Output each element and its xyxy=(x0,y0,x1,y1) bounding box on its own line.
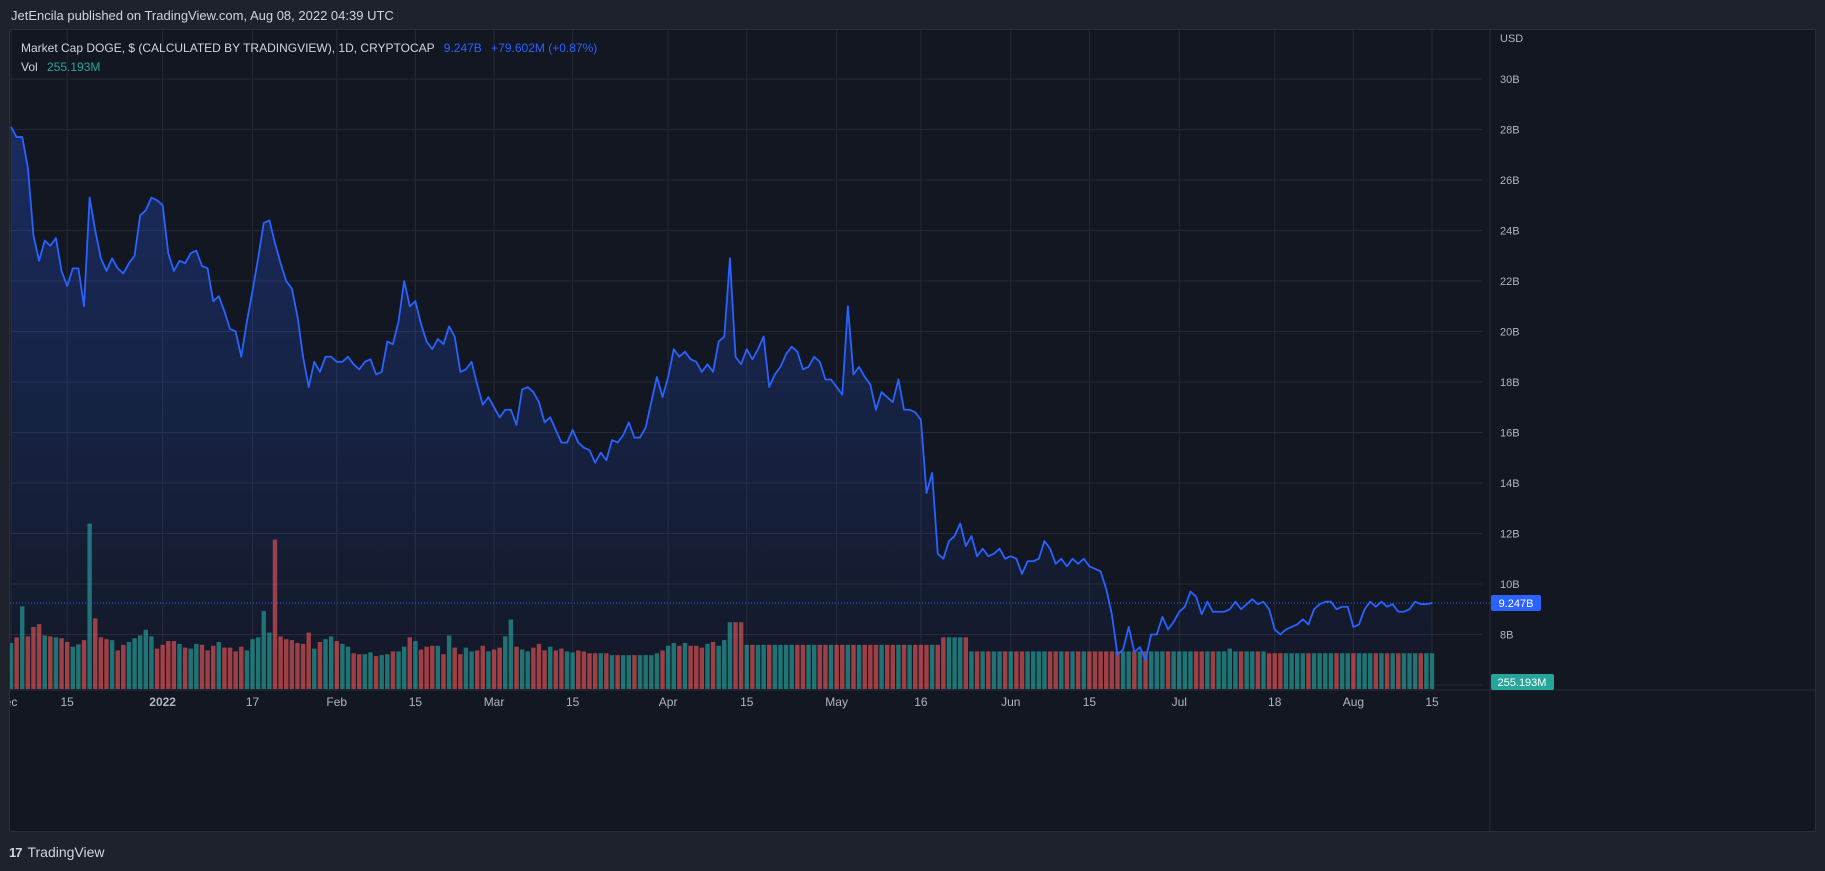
y-tick-label: 26B xyxy=(1500,175,1520,187)
area-fill xyxy=(11,126,1432,691)
last-value: 9.247B xyxy=(443,41,482,55)
x-tick-label: 18 xyxy=(1268,695,1282,709)
volume-value: 255.193M xyxy=(47,60,101,74)
y-tick-label: 12B xyxy=(1500,529,1520,541)
volume-legend-row[interactable]: Vol 255.193M xyxy=(21,58,597,77)
x-tick-label: May xyxy=(825,695,848,709)
x-tick-label: 2022 xyxy=(149,695,176,709)
y-tick-label: 20B xyxy=(1500,327,1520,339)
brand-name: TradingView xyxy=(27,844,105,860)
x-tick-label: 15 xyxy=(566,695,580,709)
y-tick-label: 24B xyxy=(1500,226,1520,238)
x-tick-label: Jul xyxy=(1172,695,1187,709)
y-tick-label: 22B xyxy=(1500,276,1520,288)
x-tick-label: Mar xyxy=(484,695,505,709)
y-tick-label: 10B xyxy=(1500,579,1520,591)
x-tick-label: Aug xyxy=(1343,695,1364,709)
y-tick-label: 14B xyxy=(1500,478,1520,490)
volume-label: Vol xyxy=(21,60,38,74)
y-tick-label: 28B xyxy=(1500,125,1520,137)
publish-header: JetEncila published on TradingView.com, … xyxy=(0,0,1825,30)
x-tick-label: 17 xyxy=(246,695,260,709)
market-cap-line xyxy=(10,126,1433,661)
x-tick-label: 15 xyxy=(1083,695,1097,709)
x-tick-label: ec xyxy=(10,695,17,709)
x-tick-label: 15 xyxy=(60,695,74,709)
x-tick-label: Feb xyxy=(326,695,347,709)
chart-legend: Market Cap DOGE, $ (CALCULATED BY TRADIN… xyxy=(21,39,597,77)
tradingview-logo-icon: 17 xyxy=(9,844,23,860)
y-tick-label: 16B xyxy=(1500,428,1520,440)
last-price-badge xyxy=(1491,594,1541,611)
chart-pane[interactable]: 6B8B10B12B14B16B18B20B22B24B26B28B30BUSD… xyxy=(9,29,1816,832)
x-tick-label: 15 xyxy=(740,695,754,709)
y-tick-label: 8B xyxy=(1500,630,1513,642)
last-price-label: 9.247B xyxy=(1499,598,1534,610)
market-cap-chart[interactable]: 6B8B10B12B14B16B18B20B22B24B26B28B30BUSD… xyxy=(10,30,1816,832)
x-tick-label: Apr xyxy=(659,695,678,709)
publish-text: JetEncila published on TradingView.com, … xyxy=(11,8,394,23)
symbol-legend-row[interactable]: Market Cap DOGE, $ (CALCULATED BY TRADIN… xyxy=(21,39,597,58)
x-tick-label: Jun xyxy=(1001,695,1020,709)
last-volume-badge xyxy=(1491,674,1554,690)
x-tick-label: 15 xyxy=(409,695,423,709)
last-volume-label: 255.193M xyxy=(1498,677,1547,689)
tradingview-footer[interactable]: 17 TradingView xyxy=(9,840,105,864)
y-tick-label: 30B xyxy=(1500,74,1520,86)
y-tick-label: 18B xyxy=(1500,377,1520,389)
change-value: +79.602M (+0.87%) xyxy=(491,41,598,55)
x-tick-label: 15 xyxy=(1425,695,1439,709)
symbol-title: Market Cap DOGE, $ (CALCULATED BY TRADIN… xyxy=(21,41,435,55)
y-axis-unit-label: USD xyxy=(1500,33,1523,45)
x-tick-label: 16 xyxy=(914,695,928,709)
